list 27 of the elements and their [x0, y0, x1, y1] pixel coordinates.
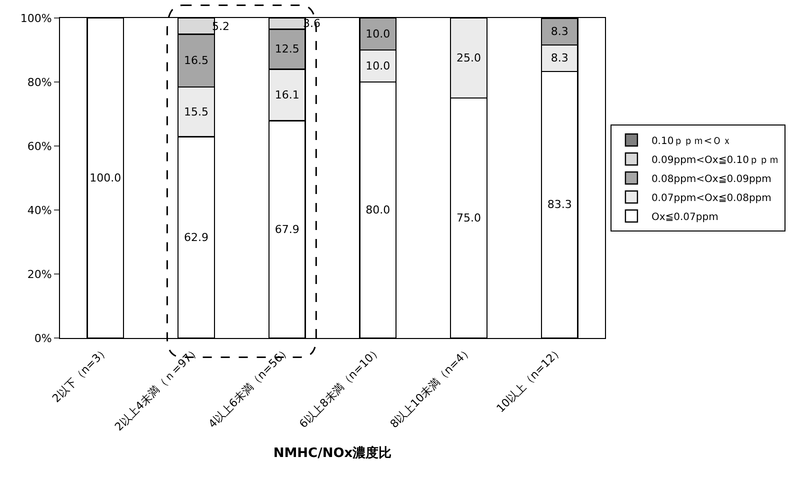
y-tick-label: 20%	[27, 268, 52, 281]
data-label: 75.0	[456, 212, 481, 224]
legend-label: 0.07ppm<Ox≦0.08ppm	[651, 192, 772, 204]
y-tick-label: 80%	[27, 76, 52, 89]
x-axis-title: NMHC/NOx濃度比	[273, 445, 392, 462]
y-tick-label: 40%	[27, 204, 52, 217]
legend-label: 0.08ppm<Ox≦0.09ppm	[651, 174, 772, 185]
data-label: 15.5	[184, 105, 208, 118]
data-label: 25.0	[456, 52, 481, 64]
data-label: 12.5	[274, 42, 300, 56]
data-label: 83.3	[547, 198, 572, 212]
data-label: 62.9	[184, 230, 208, 244]
data-label: 8.3	[550, 52, 568, 65]
data-label: 16.1	[274, 88, 300, 102]
y-tick-label: 0%	[34, 332, 52, 345]
data-label: 16.5	[184, 54, 208, 68]
data-label: 10.0	[366, 28, 390, 40]
data-label: 67.9	[274, 222, 300, 236]
y-tick-label: 100%	[20, 12, 52, 25]
legend-label: 0.10ｐｐｍ<Ｏｘ	[651, 136, 732, 147]
legend-label: 0.09ppm<Ox≦0.10ｐｐｍ	[651, 154, 779, 166]
legend-label: Ox≦0.07ppm	[651, 212, 718, 223]
data-label: 80.0	[366, 204, 390, 216]
data-label: 8.3	[550, 25, 568, 38]
data-label: 100.0	[90, 172, 122, 184]
data-label: 10.0	[366, 60, 390, 72]
y-tick-label: 60%	[27, 140, 52, 153]
